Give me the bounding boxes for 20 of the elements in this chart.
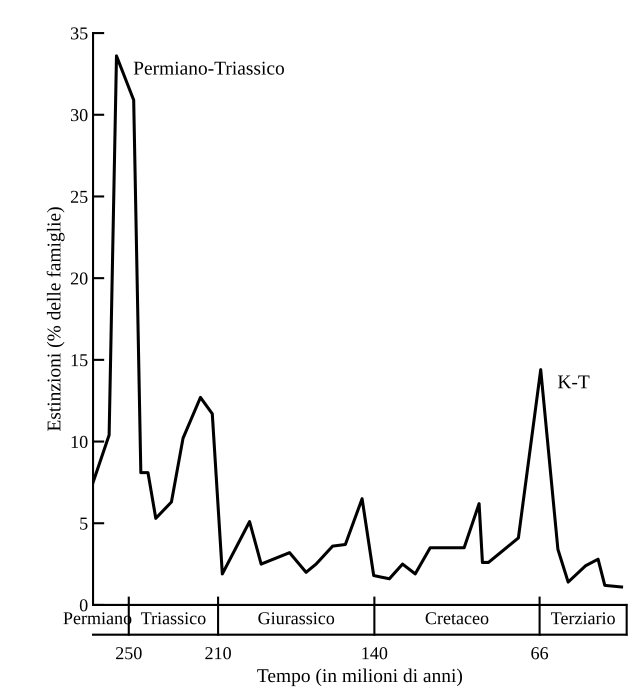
annotation: Permiano-Triassico <box>134 62 284 75</box>
y-tick-label: 0 <box>80 599 88 612</box>
x-tick-label: 250 <box>116 647 142 660</box>
y-axis-title: Estinzioni (% delle famiglie) <box>46 207 65 432</box>
y-tick-label: 20 <box>70 272 88 285</box>
x-tick-label: 210 <box>205 647 231 660</box>
text: Cretaceo <box>426 612 488 624</box>
text: Giurassico <box>258 612 334 624</box>
text: Terziario <box>551 612 615 624</box>
y-tick-label: 5 <box>80 518 88 530</box>
x-tick-label: 140 <box>362 647 388 660</box>
y-tick-label: 30 <box>71 109 88 122</box>
text: Triassico <box>140 612 206 624</box>
annotation: K-T <box>558 375 590 388</box>
y-tick-label: 10 <box>72 436 88 448</box>
x-axis-title: Tempo (in milioni di anni) <box>257 668 462 686</box>
y-tick-label: 25 <box>70 190 88 203</box>
x-tick-label: 66 <box>531 647 548 660</box>
y-tick-label: 15 <box>72 354 88 366</box>
y-tick-label: 35 <box>71 27 88 40</box>
